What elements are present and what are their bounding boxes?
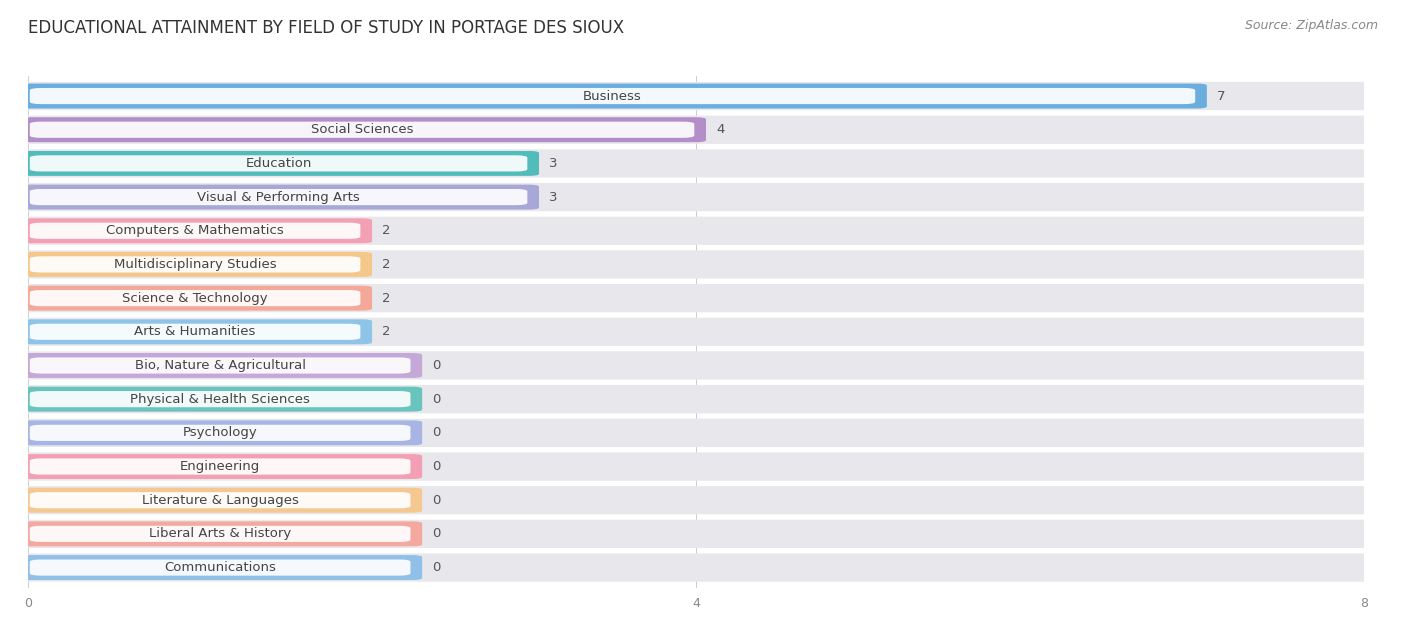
FancyBboxPatch shape: [30, 155, 527, 171]
FancyBboxPatch shape: [28, 252, 1364, 277]
FancyBboxPatch shape: [18, 387, 422, 411]
FancyBboxPatch shape: [18, 319, 373, 344]
Text: Computers & Mathematics: Computers & Mathematics: [107, 224, 284, 237]
FancyBboxPatch shape: [30, 458, 411, 475]
Text: 3: 3: [548, 157, 558, 170]
FancyBboxPatch shape: [30, 121, 695, 138]
Text: Education: Education: [246, 157, 312, 170]
FancyBboxPatch shape: [18, 151, 538, 176]
FancyBboxPatch shape: [28, 320, 1364, 344]
FancyBboxPatch shape: [18, 217, 1374, 245]
FancyBboxPatch shape: [18, 183, 1374, 211]
FancyBboxPatch shape: [30, 559, 411, 576]
FancyBboxPatch shape: [28, 84, 1364, 108]
FancyBboxPatch shape: [28, 219, 1364, 243]
FancyBboxPatch shape: [18, 520, 1374, 548]
Text: 0: 0: [432, 359, 440, 372]
FancyBboxPatch shape: [30, 257, 360, 272]
FancyBboxPatch shape: [18, 521, 422, 546]
FancyBboxPatch shape: [30, 324, 360, 340]
Text: 0: 0: [432, 561, 440, 574]
FancyBboxPatch shape: [28, 421, 1364, 445]
FancyBboxPatch shape: [28, 118, 1364, 142]
FancyBboxPatch shape: [18, 453, 1374, 481]
FancyBboxPatch shape: [18, 420, 422, 446]
FancyBboxPatch shape: [18, 83, 1206, 109]
Text: 7: 7: [1218, 90, 1226, 102]
Text: Business: Business: [583, 90, 643, 102]
FancyBboxPatch shape: [18, 351, 1374, 380]
Text: Multidisciplinary Studies: Multidisciplinary Studies: [114, 258, 277, 271]
FancyBboxPatch shape: [18, 218, 373, 243]
FancyBboxPatch shape: [30, 425, 411, 441]
FancyBboxPatch shape: [30, 88, 1195, 104]
Text: Physical & Health Sciences: Physical & Health Sciences: [131, 392, 311, 406]
Text: Arts & Humanities: Arts & Humanities: [135, 325, 256, 338]
FancyBboxPatch shape: [30, 290, 360, 307]
Text: Science & Technology: Science & Technology: [122, 291, 269, 305]
FancyBboxPatch shape: [28, 185, 1364, 209]
FancyBboxPatch shape: [28, 454, 1364, 478]
FancyBboxPatch shape: [30, 222, 360, 239]
FancyBboxPatch shape: [18, 385, 1374, 413]
Text: 0: 0: [432, 460, 440, 473]
FancyBboxPatch shape: [30, 526, 411, 542]
FancyBboxPatch shape: [18, 284, 1374, 312]
FancyBboxPatch shape: [18, 252, 373, 277]
FancyBboxPatch shape: [18, 554, 1374, 581]
FancyBboxPatch shape: [18, 353, 422, 378]
Text: Literature & Languages: Literature & Languages: [142, 494, 298, 507]
FancyBboxPatch shape: [18, 418, 1374, 447]
Text: 0: 0: [432, 427, 440, 439]
Text: Social Sciences: Social Sciences: [311, 123, 413, 137]
FancyBboxPatch shape: [28, 286, 1364, 310]
FancyBboxPatch shape: [30, 189, 527, 205]
Text: 2: 2: [382, 258, 391, 271]
FancyBboxPatch shape: [28, 353, 1364, 377]
FancyBboxPatch shape: [30, 492, 411, 508]
FancyBboxPatch shape: [18, 286, 373, 310]
Text: Visual & Performing Arts: Visual & Performing Arts: [197, 191, 360, 204]
FancyBboxPatch shape: [28, 488, 1364, 513]
Text: 4: 4: [716, 123, 724, 137]
FancyBboxPatch shape: [28, 151, 1364, 176]
Text: 0: 0: [432, 392, 440, 406]
FancyBboxPatch shape: [30, 358, 411, 374]
FancyBboxPatch shape: [28, 556, 1364, 580]
Text: 0: 0: [432, 527, 440, 540]
FancyBboxPatch shape: [18, 488, 422, 513]
FancyBboxPatch shape: [18, 454, 422, 479]
FancyBboxPatch shape: [28, 522, 1364, 546]
Text: 3: 3: [548, 191, 558, 204]
FancyBboxPatch shape: [18, 116, 1374, 144]
FancyBboxPatch shape: [18, 486, 1374, 514]
Text: Liberal Arts & History: Liberal Arts & History: [149, 527, 291, 540]
FancyBboxPatch shape: [30, 391, 411, 407]
Text: 2: 2: [382, 224, 391, 237]
Text: 2: 2: [382, 291, 391, 305]
Text: Bio, Nature & Agricultural: Bio, Nature & Agricultural: [135, 359, 305, 372]
FancyBboxPatch shape: [18, 118, 706, 142]
FancyBboxPatch shape: [18, 82, 1374, 110]
Text: Source: ZipAtlas.com: Source: ZipAtlas.com: [1244, 19, 1378, 32]
FancyBboxPatch shape: [18, 250, 1374, 279]
Text: 2: 2: [382, 325, 391, 338]
Text: EDUCATIONAL ATTAINMENT BY FIELD OF STUDY IN PORTAGE DES SIOUX: EDUCATIONAL ATTAINMENT BY FIELD OF STUDY…: [28, 19, 624, 37]
Text: Communications: Communications: [165, 561, 276, 574]
Text: 0: 0: [432, 494, 440, 507]
FancyBboxPatch shape: [18, 555, 422, 580]
FancyBboxPatch shape: [18, 149, 1374, 178]
Text: Psychology: Psychology: [183, 427, 257, 439]
FancyBboxPatch shape: [18, 185, 538, 210]
FancyBboxPatch shape: [18, 318, 1374, 346]
Text: Engineering: Engineering: [180, 460, 260, 473]
FancyBboxPatch shape: [28, 387, 1364, 411]
